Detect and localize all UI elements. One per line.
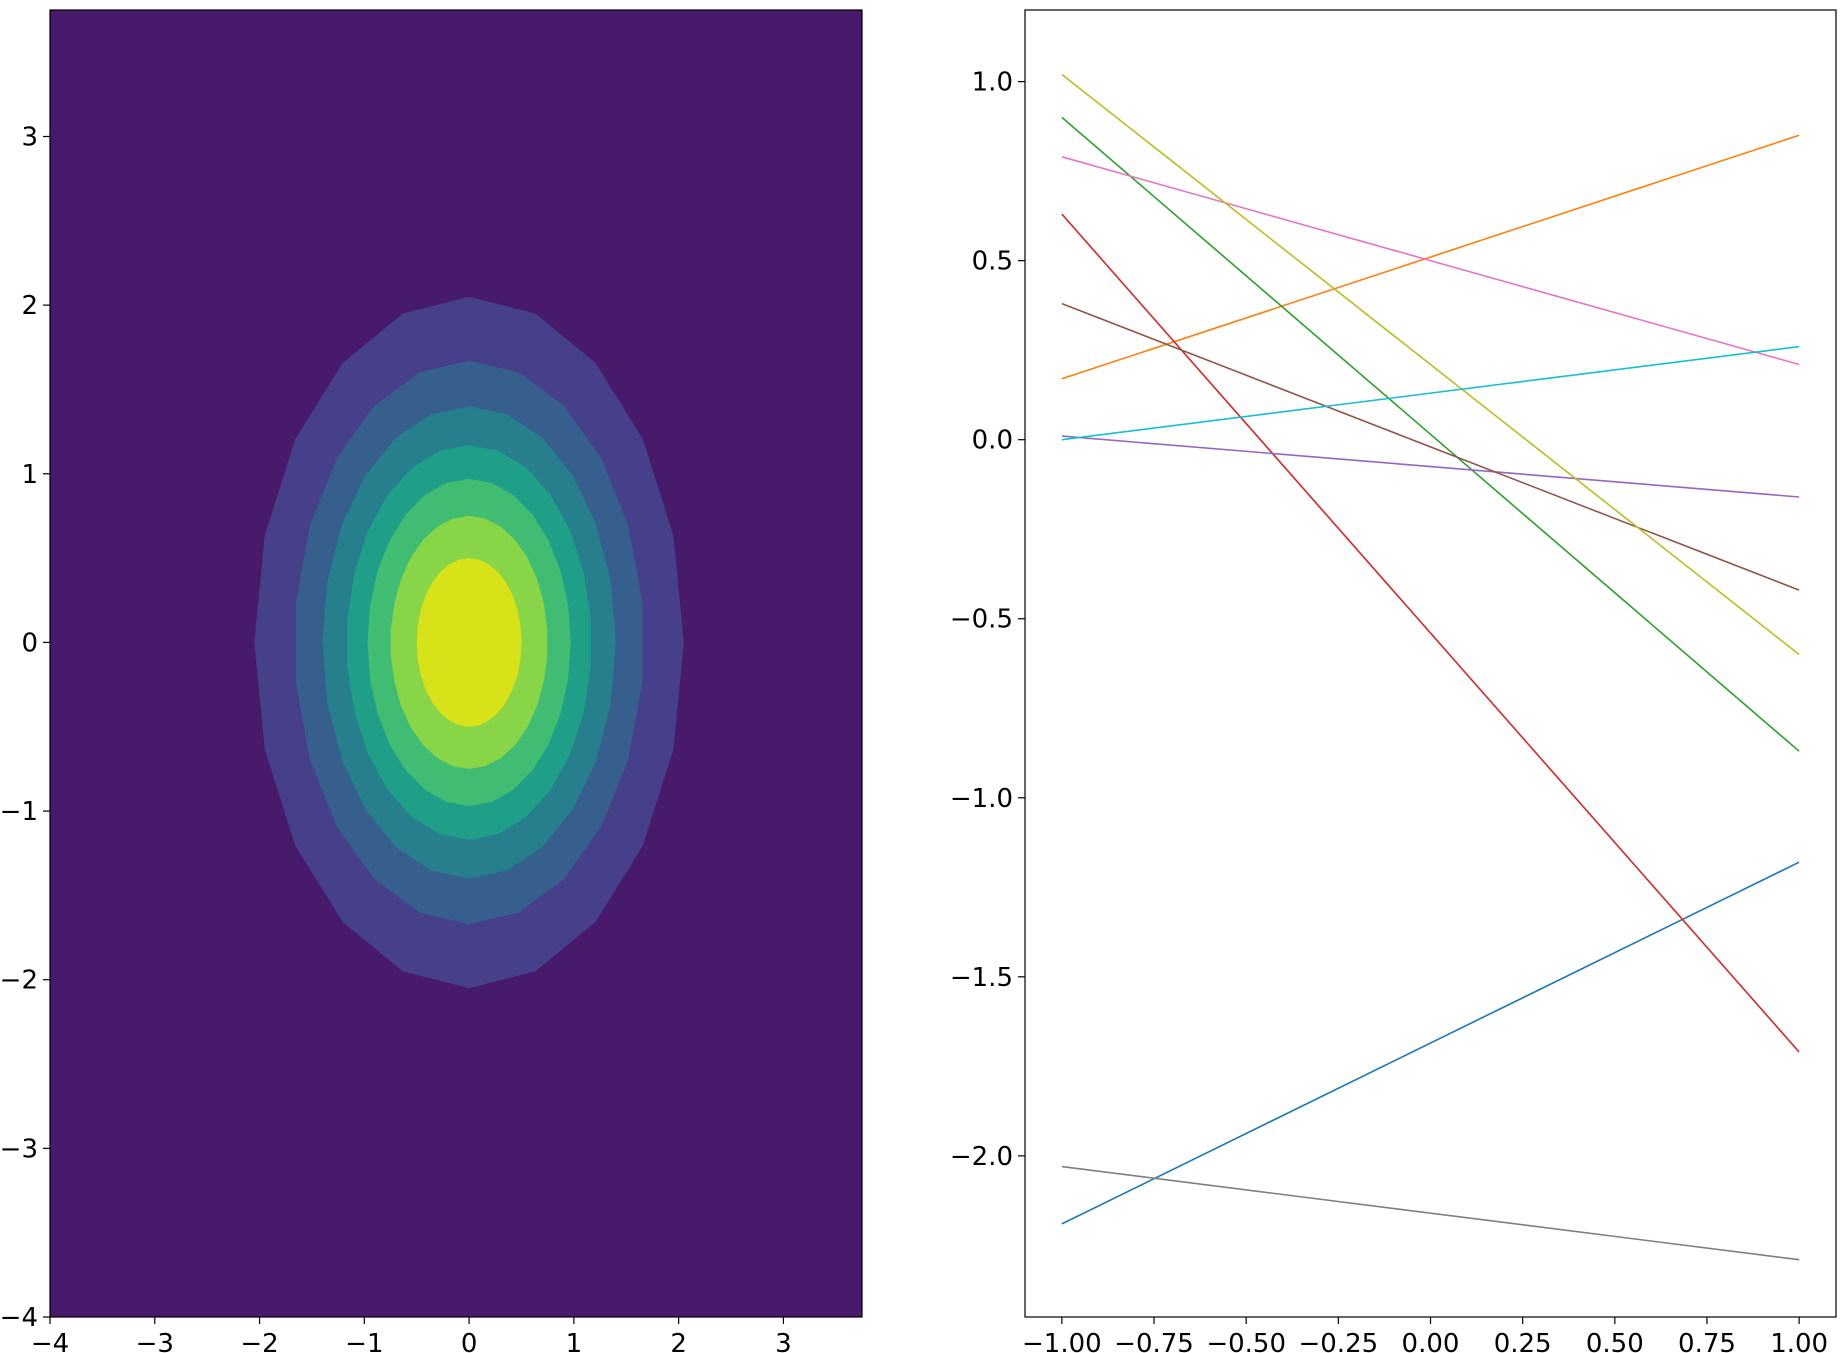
x-tick-label: 0.25 bbox=[1494, 1329, 1552, 1353]
y-tick-label: −1 bbox=[0, 797, 38, 827]
x-tick-label: −0.25 bbox=[1298, 1329, 1378, 1353]
x-tick-label: −0.50 bbox=[1206, 1329, 1286, 1353]
x-tick-label: 2 bbox=[670, 1329, 687, 1353]
series-line-6 bbox=[1061, 302, 1800, 591]
series-line-1 bbox=[1061, 861, 1800, 1225]
series-line-10 bbox=[1061, 345, 1800, 441]
y-tick-label: 2 bbox=[21, 291, 38, 321]
contour-axes-frame bbox=[49, 9, 863, 1318]
series-line-3 bbox=[1061, 116, 1800, 752]
series-line-2 bbox=[1061, 134, 1800, 380]
y-tick-label: −3 bbox=[0, 1134, 38, 1164]
series-line-7 bbox=[1061, 156, 1800, 366]
y-tick-label: 0.0 bbox=[972, 426, 1013, 456]
contour-level-7 bbox=[416, 558, 522, 727]
series-line-5 bbox=[1061, 435, 1800, 498]
contour-plot: −4 −3 −2 −1 0 1 2 3 −4 −3 −2 −1 0 1 2 3 bbox=[0, 9, 863, 1353]
y-tick-label: −0.5 bbox=[950, 605, 1013, 635]
x-tick-label: −3 bbox=[136, 1329, 174, 1353]
x-tick-label: 0 bbox=[461, 1329, 478, 1353]
x-tick-label: 1 bbox=[566, 1329, 583, 1353]
series-line-8 bbox=[1061, 1165, 1800, 1261]
y-tick-label: −1.0 bbox=[950, 784, 1013, 814]
x-tick-label: 1.00 bbox=[1770, 1329, 1828, 1353]
x-tick-label: −0.75 bbox=[1114, 1329, 1194, 1353]
line-plot-background bbox=[1025, 10, 1836, 1317]
y-tick-label: 0 bbox=[21, 628, 38, 658]
x-tick-label: −1 bbox=[345, 1329, 383, 1353]
y-tick-label: −2.0 bbox=[950, 1142, 1013, 1172]
line-plot: −1.00 −0.75 −0.50 −0.25 0.00 0.25 0.50 0.75 1.00… bbox=[950, 9, 1837, 1353]
y-tick-label: 1 bbox=[21, 460, 38, 490]
y-tick-label: −1.5 bbox=[950, 963, 1013, 993]
y-tick-label: −4 bbox=[0, 1303, 38, 1333]
x-tick-label: 0.75 bbox=[1678, 1329, 1736, 1353]
series-line-9 bbox=[1061, 73, 1800, 656]
x-tick-label: −2 bbox=[240, 1329, 278, 1353]
x-tick-label: 0.50 bbox=[1586, 1329, 1644, 1353]
x-tick-label: −1.00 bbox=[1022, 1329, 1102, 1353]
x-tick-label: 3 bbox=[775, 1329, 792, 1353]
x-tick-label: 0.00 bbox=[1402, 1329, 1460, 1353]
y-tick-label: 1.0 bbox=[972, 68, 1013, 98]
y-tick-label: −2 bbox=[0, 966, 38, 996]
y-tick-label: 0.5 bbox=[972, 247, 1013, 277]
x-tick-label: −4 bbox=[31, 1329, 69, 1353]
y-tick-label: 3 bbox=[21, 122, 38, 152]
series-line-4 bbox=[1061, 213, 1800, 1053]
